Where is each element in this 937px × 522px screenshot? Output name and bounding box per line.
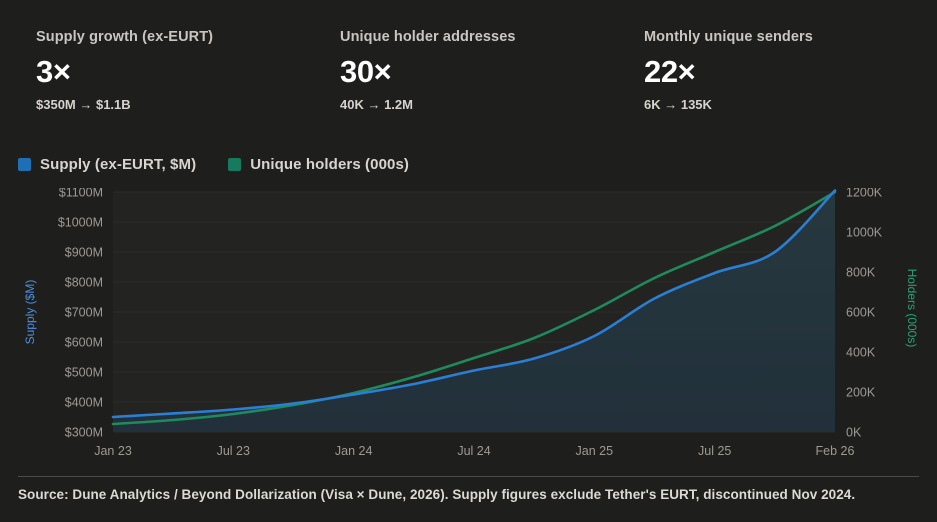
stat-detail: $350M → $1.1B <box>36 97 131 112</box>
stat-label: Supply growth (ex-EURT) <box>36 29 214 45</box>
left-axis-tick: $800M <box>65 276 103 290</box>
x-axis-tick: Jan 25 <box>576 444 614 458</box>
right-axis-tick: 1200K <box>846 188 883 200</box>
left-axis-tick: $700M <box>65 306 103 320</box>
legend-label: Unique holders (000s) <box>250 156 409 173</box>
stat-card-holder-addresses: Unique holder addresses 30× 40K → 1.2M <box>340 28 644 113</box>
left-axis-title: Supply ($M) <box>23 280 37 345</box>
right-axis-tick-labels: 1200K 1000K 800K 600K 400K 200K 0K <box>846 188 883 440</box>
left-axis-tick: $1000M <box>58 216 103 230</box>
right-axis-tick: 600K <box>846 306 876 320</box>
stat-value: 30× <box>340 54 392 89</box>
legend-item-holders[interactable]: Unique holders (000s) <box>228 156 409 173</box>
stat-card-monthly-senders: Monthly unique senders 22× 6K → 135K <box>644 28 906 113</box>
stat-value: 3× <box>36 54 71 89</box>
stat-label: Monthly unique senders <box>644 29 813 45</box>
x-axis-tick: Jan 24 <box>335 444 373 458</box>
x-axis-tick: Feb 26 <box>816 444 855 458</box>
left-axis-tick-labels: $1100M $1000M $900M $800M $700M $600M $500M $40… <box>58 188 103 440</box>
right-axis-tick: 1000K <box>846 226 883 240</box>
stat-value: 22× <box>644 54 696 89</box>
stat-detail: 40K → 1.2M <box>340 97 413 112</box>
right-axis-tick: 200K <box>846 386 876 400</box>
supply-line-series <box>111 189 837 419</box>
footer-divider <box>18 476 919 477</box>
chart-canvas: $1100M $1000M $900M $800M $700M $600M $500M $40… <box>23 188 919 458</box>
stat-detail: 6K → 135K <box>644 97 712 112</box>
left-axis-tick: $400M <box>65 396 103 410</box>
x-axis-tick: Jul 24 <box>457 444 490 458</box>
supply-area-fill <box>113 190 835 432</box>
source-note: Source: Dune Analytics / Beyond Dollariz… <box>18 487 856 502</box>
left-axis-tick: $300M <box>65 426 103 440</box>
dual-axis-line-chart: $1100M $1000M $900M $800M $700M $600M $500M $40… <box>0 188 937 463</box>
left-axis-tick: $1100M <box>59 188 103 200</box>
x-axis-tick: Jan 23 <box>94 444 132 458</box>
x-axis-tick-labels: Jan 23 Jul 23 Jan 24 Jul 24 Jan 25 Jul 25 Feb … <box>94 444 854 458</box>
legend-swatch-icon <box>228 158 242 171</box>
legend-swatch-icon <box>18 158 31 171</box>
stat-cards-row: Supply growth (ex-EURT) 3× $350M → $1.1B… <box>36 28 906 113</box>
right-axis-tick: 400K <box>846 346 876 360</box>
left-axis-tick: $500M <box>65 366 103 380</box>
legend-label: Supply (ex-EURT, $M) <box>40 156 197 173</box>
stat-label: Unique holder addresses <box>340 29 516 45</box>
left-axis-tick: $600M <box>65 336 103 350</box>
right-axis-title: Holders (000s) <box>905 269 919 348</box>
stat-card-supply-growth: Supply growth (ex-EURT) 3× $350M → $1.1B <box>36 28 340 113</box>
right-axis-tick: 800K <box>846 266 876 280</box>
holders-line-series <box>111 190 837 426</box>
legend-item-supply[interactable]: Supply (ex-EURT, $M) <box>18 156 196 173</box>
x-axis-tick: Jul 23 <box>217 444 250 458</box>
x-axis-tick: Jul 25 <box>698 444 731 458</box>
left-axis-tick: $900M <box>65 246 103 260</box>
chart-legend: Supply (ex-EURT, $M) Unique holders (000… <box>18 156 441 173</box>
right-axis-tick: 0K <box>846 426 862 440</box>
